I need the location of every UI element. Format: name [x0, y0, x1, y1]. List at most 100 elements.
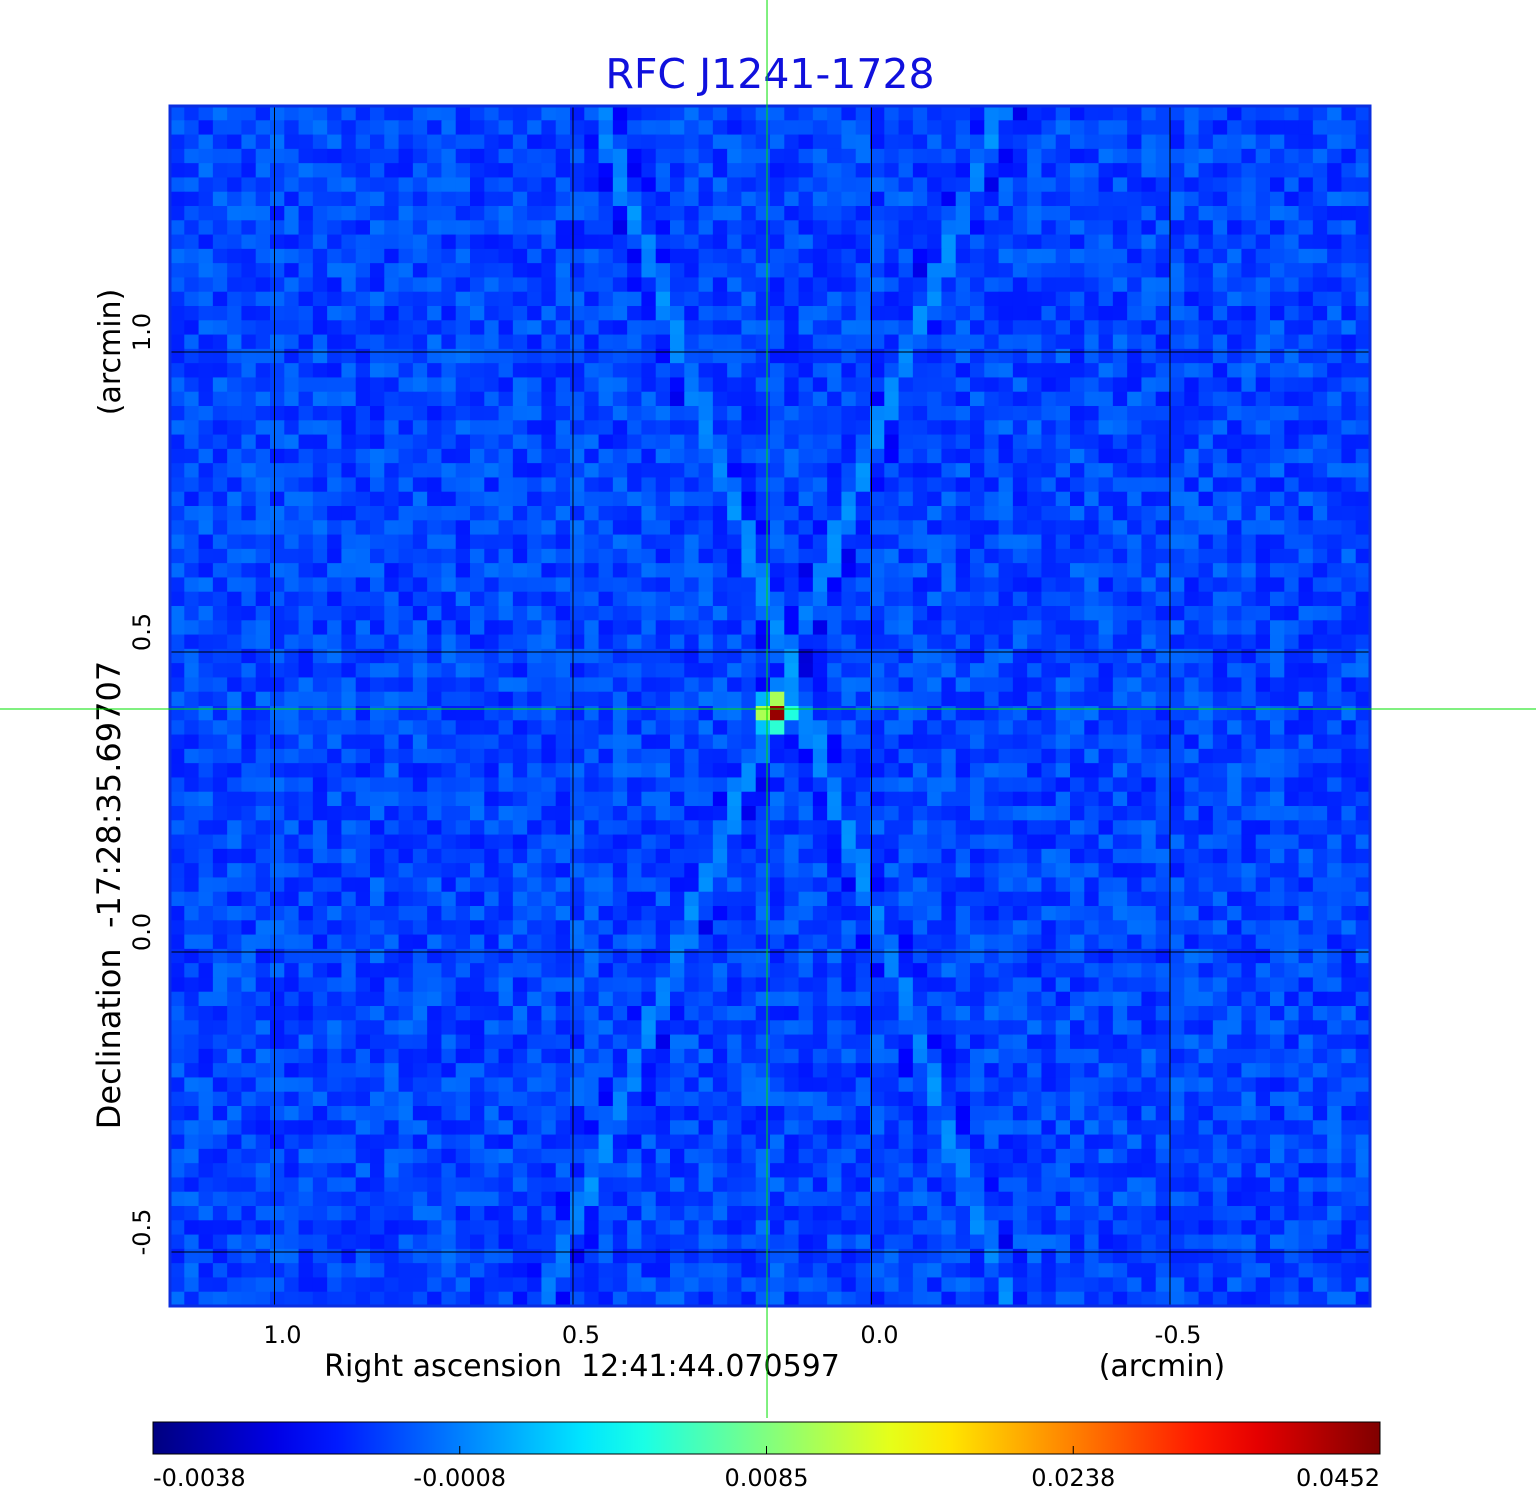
heatmap-cell	[898, 591, 914, 607]
heatmap-cell	[1127, 477, 1143, 493]
heatmap-cell	[570, 120, 585, 136]
heatmap-cell	[1212, 920, 1228, 936]
heatmap-cell	[1227, 863, 1243, 879]
heatmap-cell	[341, 891, 357, 907]
heatmap-cell	[755, 248, 771, 264]
heatmap-cell	[1198, 263, 1214, 279]
heatmap-cell	[841, 420, 857, 436]
heatmap-cell	[655, 577, 671, 593]
heatmap-cell	[941, 734, 957, 750]
heatmap-cell	[955, 663, 971, 679]
heatmap-cell	[684, 491, 700, 507]
heatmap-cell	[370, 748, 385, 764]
heatmap-cell	[398, 934, 414, 950]
heatmap-cell	[827, 206, 843, 221]
heatmap-cell	[455, 106, 471, 121]
heatmap-cell	[1170, 648, 1185, 664]
heatmap-cell	[898, 534, 914, 550]
heatmap-cell	[912, 834, 928, 850]
heatmap-cell	[212, 720, 228, 736]
heatmap-cell	[270, 348, 285, 364]
heatmap-cell	[784, 577, 800, 593]
heatmap-cell	[798, 734, 814, 750]
heatmap-cell	[927, 891, 943, 907]
heatmap-cell	[1255, 734, 1271, 750]
heatmap-cell	[1070, 148, 1085, 164]
heatmap-cell	[355, 748, 371, 764]
heatmap-cell	[884, 134, 900, 150]
heatmap-cell	[1070, 206, 1085, 221]
heatmap-cell	[1027, 234, 1043, 250]
heatmap-cell	[655, 534, 671, 550]
heatmap-cell	[298, 891, 314, 907]
heatmap-cell	[627, 620, 643, 636]
heatmap-cell	[470, 506, 485, 521]
heatmap-cell	[798, 363, 814, 379]
heatmap-cell	[427, 863, 443, 879]
heatmap-cell	[898, 263, 914, 279]
heatmap-cell	[198, 863, 214, 879]
heatmap-cell	[327, 206, 343, 221]
heatmap-cell	[327, 277, 343, 293]
heatmap-cell	[941, 834, 957, 850]
heatmap-cell	[870, 320, 885, 336]
heatmap-cell	[927, 334, 943, 350]
heatmap-cell	[1098, 420, 1114, 436]
heatmap-cell	[1184, 877, 1200, 893]
heatmap-cell	[627, 663, 643, 679]
heatmap-cell	[1098, 891, 1114, 907]
heatmap-cell	[1041, 820, 1057, 836]
heatmap-cell	[370, 434, 385, 450]
heatmap-cell	[312, 191, 328, 207]
heatmap-cell	[512, 606, 528, 621]
heatmap-cell	[1112, 506, 1128, 521]
heatmap-cell	[498, 948, 514, 964]
heatmap-cell	[955, 191, 971, 207]
heatmap-cell	[1198, 634, 1214, 650]
heatmap-cell	[184, 563, 200, 579]
heatmap-cell	[1298, 734, 1314, 750]
heatmap-cell	[1355, 220, 1371, 236]
heatmap-cell	[370, 448, 385, 464]
heatmap-cell	[1112, 563, 1128, 579]
heatmap-cell	[1341, 720, 1357, 736]
heatmap-cell	[712, 377, 728, 393]
heatmap-cell	[1284, 306, 1300, 321]
heatmap-cell	[341, 477, 357, 493]
heatmap-cell	[398, 348, 414, 364]
heatmap-cell	[1184, 748, 1200, 764]
heatmap-cell	[1012, 663, 1028, 679]
heatmap-cell	[1327, 777, 1343, 793]
heatmap-cell	[512, 220, 528, 236]
heatmap-cell	[1027, 306, 1043, 321]
heatmap-cell	[955, 391, 971, 407]
heatmap-cell	[298, 720, 314, 736]
heatmap-cell	[384, 477, 400, 493]
heatmap-cell	[341, 434, 357, 450]
heatmap-cell	[341, 777, 357, 793]
heatmap-cell	[441, 691, 457, 707]
heatmap-cell	[1355, 634, 1371, 650]
heatmap-cell	[555, 863, 571, 879]
heatmap-cell	[270, 434, 285, 450]
heatmap-cell	[970, 863, 985, 879]
heatmap-cell	[1070, 420, 1085, 436]
heatmap-cell	[884, 791, 900, 807]
heatmap-cell	[998, 506, 1014, 521]
heatmap-cell	[270, 220, 285, 236]
heatmap-cell	[355, 677, 371, 693]
heatmap-cell	[741, 591, 757, 607]
heatmap-cell	[198, 763, 214, 779]
heatmap-cell	[955, 120, 971, 136]
heatmap-cell	[941, 406, 957, 421]
heatmap-cell	[955, 148, 971, 164]
heatmap-cell	[441, 920, 457, 936]
heatmap-cell	[655, 506, 671, 521]
heatmap-cell	[170, 263, 185, 279]
heatmap-cell	[755, 448, 771, 464]
heatmap-cell	[1284, 634, 1300, 650]
heatmap-cell	[1027, 177, 1043, 193]
heatmap-cell	[584, 748, 600, 764]
heatmap-cell	[1041, 791, 1057, 807]
heatmap-cell	[298, 577, 314, 593]
